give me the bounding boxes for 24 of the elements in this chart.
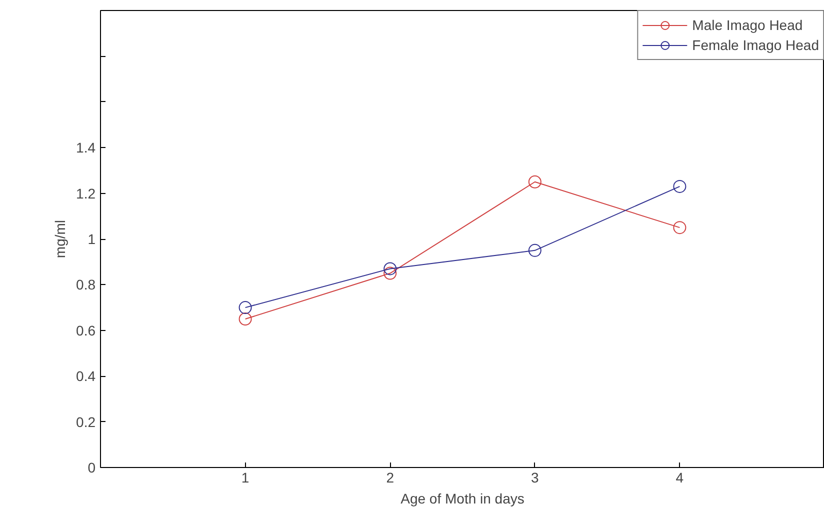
x-tick-label: 3	[531, 470, 540, 486]
y-tick-label: 0.4	[76, 368, 96, 384]
x-tick-label: 4	[676, 470, 684, 486]
y-tick-label: 1.2	[76, 185, 96, 202]
y-axis-title: mg/ml	[52, 220, 68, 258]
y-tick-label: 0	[88, 460, 96, 476]
point	[384, 262, 397, 276]
y-tick-label: 0.2	[76, 414, 96, 430]
point	[238, 312, 252, 326]
y-tick-label: 0.8	[76, 276, 96, 293]
y-tick-label: 1.4	[76, 140, 96, 156]
point	[528, 175, 542, 188]
x-tick-label: 1	[241, 470, 250, 486]
point	[673, 221, 686, 234]
point	[673, 180, 686, 193]
legend-label: Male Imago Head	[692, 17, 803, 33]
x-tick-label: 2	[386, 470, 394, 486]
point	[238, 301, 252, 314]
y-tick-label: 1	[88, 231, 96, 247]
legend-label: Female Imago Head	[692, 37, 819, 53]
point	[528, 244, 542, 257]
x-axis-title: Age of Moth in days	[400, 490, 524, 506]
y-tick-label: 0.6	[76, 322, 96, 338]
point	[384, 266, 397, 280]
